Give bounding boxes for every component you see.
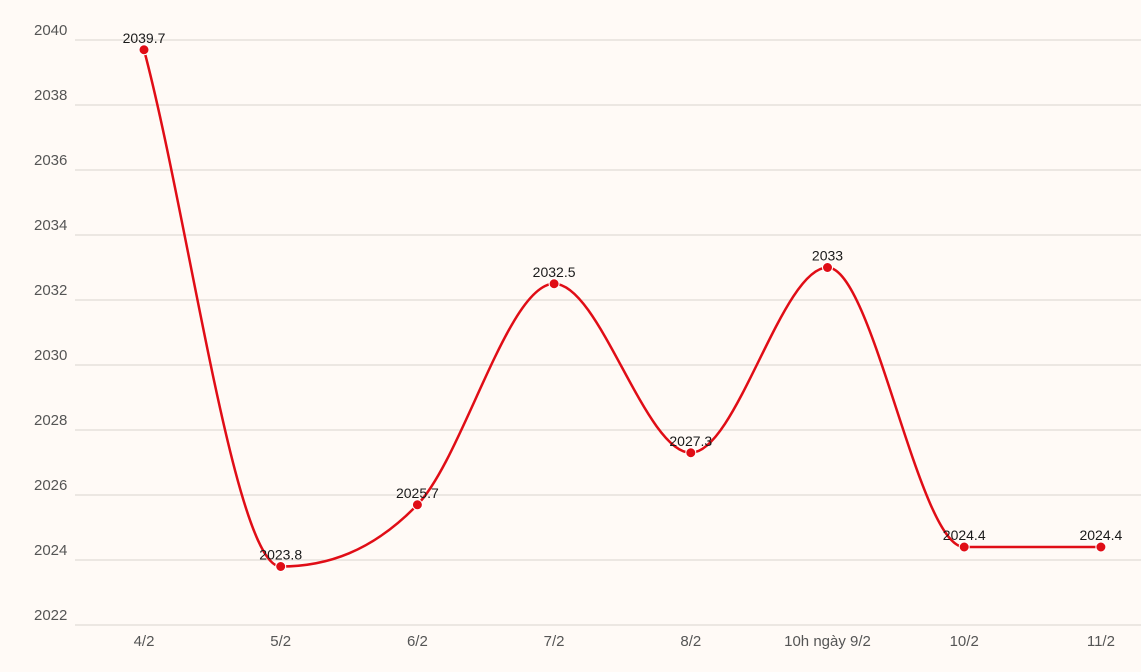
- data-point[interactable]: [411, 499, 423, 511]
- y-tick-label: 2028: [34, 412, 67, 429]
- data-label: 2025.7: [396, 485, 439, 501]
- data-label: 2023.8: [259, 547, 302, 563]
- data-label: 2027.3: [669, 433, 712, 449]
- x-tick-label: 8/2: [680, 633, 701, 650]
- x-tick-label: 7/2: [544, 633, 565, 650]
- x-tick-label: 4/2: [134, 633, 155, 650]
- data-point[interactable]: [275, 561, 287, 572]
- x-tick-label: 6/2: [407, 633, 428, 650]
- x-tick-label: 5/2: [270, 633, 291, 650]
- grid-lines: [75, 39, 1141, 626]
- data-point[interactable]: [822, 262, 833, 273]
- y-tick-label: 2036: [34, 152, 67, 169]
- data-point[interactable]: [138, 44, 150, 56]
- series-layer: [142, 49, 1101, 568]
- data-point[interactable]: [958, 541, 970, 553]
- series-line: [142, 49, 1101, 568]
- data-labels: 2039.7 2023.8 2025.7 2032.5 2027.3 2033 2024.4…: [123, 30, 1123, 563]
- data-points: [138, 44, 1107, 572]
- data-label: 2039.7: [123, 30, 166, 46]
- y-tick-label: 2032: [34, 282, 67, 299]
- y-tick-label: 2038: [34, 87, 67, 104]
- data-label: 2032.5: [533, 264, 576, 280]
- x-tick-label: 11/2: [1087, 633, 1115, 650]
- y-tick-label: 2040: [34, 22, 67, 39]
- data-point[interactable]: [685, 447, 697, 459]
- data-point[interactable]: [1095, 541, 1107, 553]
- y-tick-label: 2022: [34, 607, 67, 624]
- y-tick-label: 2026: [34, 477, 67, 494]
- data-label: 2024.4: [943, 527, 986, 543]
- y-tick-label: 2024: [34, 542, 67, 559]
- y-axis: 2022 2024 2026 2028 2030 2032 2034 2036 2038 2040: [34, 22, 67, 624]
- data-point[interactable]: [548, 278, 560, 290]
- y-tick-label: 2034: [34, 217, 67, 234]
- y-tick-label: 2030: [34, 347, 67, 364]
- data-label: 2024.4: [1079, 527, 1122, 543]
- data-label: 2033: [812, 248, 843, 264]
- x-tick-label: 10h ngày 9/2: [784, 633, 871, 650]
- x-tick-label: 10/2: [950, 633, 979, 650]
- x-axis: 4/2 5/2 6/2 7/2 8/2 10h ngày 9/2 10/2 11/2: [134, 633, 1115, 650]
